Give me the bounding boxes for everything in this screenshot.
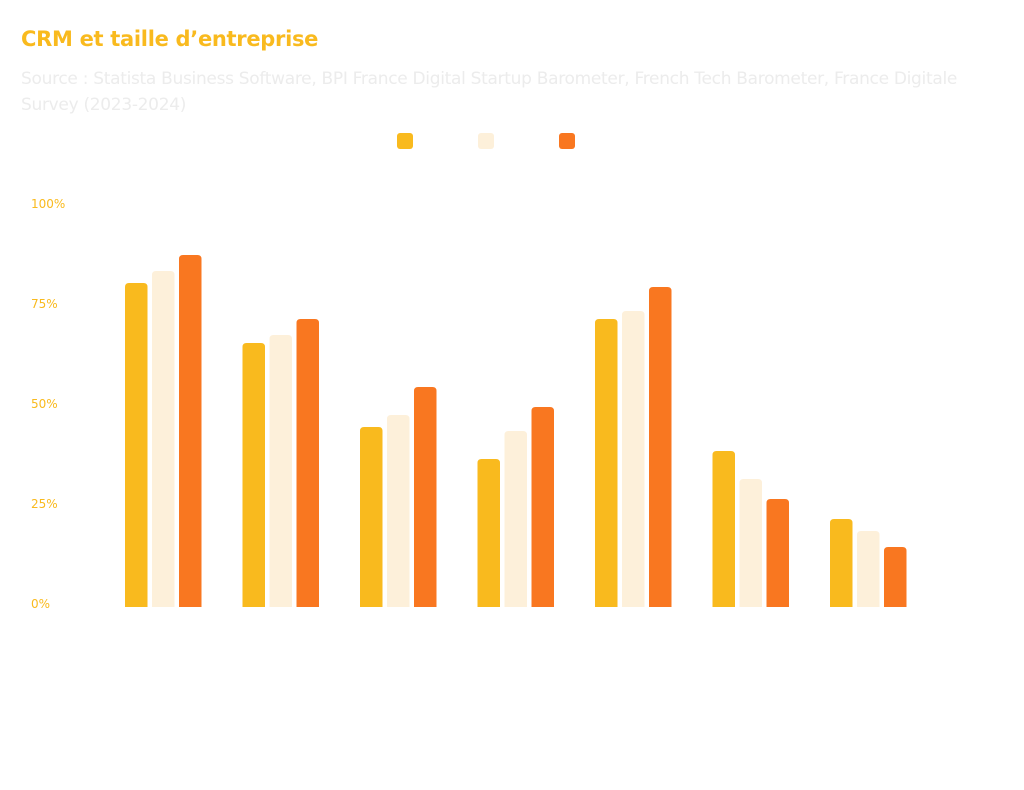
bar-group-3-series-3[interactable] — [414, 387, 437, 607]
bar-group-4-series-1[interactable] — [477, 459, 501, 607]
bar-group-5-series-1[interactable] — [595, 319, 618, 607]
chart-subtitle: Source : Statista Business Software, BPI… — [21, 69, 958, 115]
bar-group-5-series-3[interactable] — [649, 287, 672, 607]
bar-group-6-series-3[interactable] — [766, 499, 790, 607]
bar-group-6-series-1[interactable] — [712, 451, 736, 607]
legend-swatch-series-1[interactable] — [397, 133, 413, 149]
bar-group-2-series-3[interactable] — [296, 319, 320, 607]
bar-group-1-series-2[interactable] — [152, 271, 175, 607]
legend-swatch-series-3[interactable] — [559, 133, 575, 149]
bar-group-6-series-2[interactable] — [739, 479, 763, 607]
bar-group-3-series-1[interactable] — [360, 427, 383, 607]
chart-legend — [0, 133, 1024, 149]
bar-group-4-series-3[interactable] — [531, 407, 555, 607]
y-tick-label: 0% — [31, 597, 50, 611]
bar-group-2-series-1[interactable] — [242, 343, 266, 607]
bar-group-3-series-2[interactable] — [387, 415, 410, 607]
y-tick-label: 50% — [31, 397, 58, 411]
bar-group-7-series-2[interactable] — [857, 531, 880, 607]
bar-group-1-series-1[interactable] — [125, 283, 148, 607]
bar-group-5-series-2[interactable] — [622, 311, 645, 607]
bar-group-7-series-3[interactable] — [884, 547, 907, 607]
y-tick-label: 75% — [31, 297, 58, 311]
bar-group-1-series-3[interactable] — [179, 255, 202, 607]
bar-group-2-series-2[interactable] — [269, 335, 293, 607]
chart-title: CRM et taille d’entreprise — [21, 27, 319, 51]
y-tick-label: 25% — [31, 497, 58, 511]
legend-swatch-series-2[interactable] — [478, 133, 494, 149]
bar-group-4-series-2[interactable] — [504, 431, 528, 607]
bar-group-7-series-1[interactable] — [830, 519, 853, 607]
y-tick-label: 100% — [31, 197, 65, 211]
